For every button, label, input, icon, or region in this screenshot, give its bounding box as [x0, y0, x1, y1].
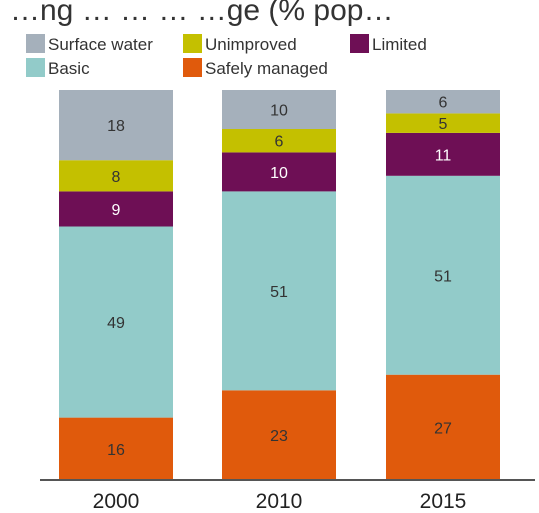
legend: Surface water Unimproved Limited Basic Safel…	[26, 34, 427, 78]
bar-2010-unimproved	[222, 129, 336, 153]
data-label-2010-unimproved: 6	[275, 134, 284, 151]
bar-2000-basic	[59, 226, 173, 418]
bar-2015-basic	[386, 175, 500, 375]
bar-2015-surface-water	[386, 90, 500, 114]
bar-2010-limited	[222, 152, 336, 192]
x-tick-label-2000: 2000	[93, 490, 140, 513]
data-label-2015-limited: 11	[435, 147, 452, 164]
bar-2015-limited	[386, 132, 500, 176]
data-label-2010-surface-water: 10	[270, 103, 288, 120]
data-label-2000-basic: 49	[107, 315, 125, 332]
legend-label-safely-managed: Safely managed	[205, 59, 328, 78]
data-label-2000-safely-managed: 16	[107, 442, 125, 459]
data-label-2015-surface-water: 6	[439, 95, 448, 112]
data-label-2010-limited: 10	[270, 165, 288, 182]
data-label-2000-unimproved: 8	[112, 169, 121, 186]
bar-2000-limited	[59, 191, 173, 227]
bar-2000-surface-water	[59, 90, 173, 161]
data-label-2015-unimproved: 5	[439, 116, 448, 133]
legend-swatch-limited	[350, 34, 369, 53]
bar-2015-safely-managed	[386, 374, 500, 480]
legend-label-limited: Limited	[372, 35, 427, 54]
data-label-2015-safely-managed: 27	[434, 420, 452, 437]
bars: 16 49 9 8 18 23 51 10 6 10 27 51 11 5 6	[59, 90, 500, 480]
bar-2015-unimproved	[386, 113, 500, 133]
chart-title: …ng … … … …ge (% pop…	[10, 0, 393, 27]
data-label-2000-limited: 9	[112, 202, 121, 219]
data-label-2015-basic: 51	[434, 268, 452, 285]
legend-swatch-basic	[26, 58, 45, 77]
legend-swatch-safely-managed	[183, 58, 202, 77]
x-axis-ticks: 2000 2010 2015	[93, 490, 467, 513]
data-label-2000-surface-water: 18	[107, 118, 125, 135]
data-label-2010-safely-managed: 23	[270, 428, 288, 445]
data-label-2010-basic: 51	[270, 284, 288, 301]
x-tick-label-2015: 2015	[420, 490, 467, 513]
legend-label-basic: Basic	[48, 59, 90, 78]
legend-label-surface-water: Surface water	[48, 35, 153, 54]
x-tick-label-2010: 2010	[256, 490, 303, 513]
bar-2010-basic	[222, 191, 336, 391]
legend-swatch-surface-water	[26, 34, 45, 53]
bar-2010-safely-managed	[222, 390, 336, 480]
bar-2000-safely-managed	[59, 417, 173, 480]
legend-label-unimproved: Unimproved	[205, 35, 297, 54]
legend-swatch-unimproved	[183, 34, 202, 53]
bar-2000-unimproved	[59, 160, 173, 192]
bar-2010-surface-water	[222, 90, 336, 129]
